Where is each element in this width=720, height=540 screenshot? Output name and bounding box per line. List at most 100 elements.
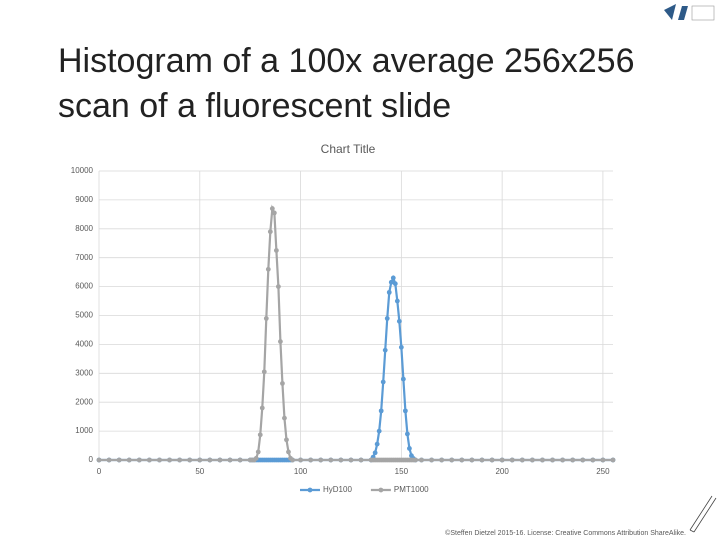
x-tick-label: 150 <box>395 467 409 476</box>
x-tick-label: 100 <box>294 467 308 476</box>
data-point <box>271 210 277 216</box>
data-point <box>280 381 285 386</box>
data-point <box>263 315 269 321</box>
data-point <box>136 457 142 463</box>
data-point <box>388 279 394 285</box>
data-point <box>469 457 475 463</box>
data-point <box>590 457 596 463</box>
legend-label: HyD100 <box>323 485 352 494</box>
data-point <box>610 457 616 463</box>
data-point <box>489 457 495 463</box>
data-point <box>580 457 586 463</box>
data-point <box>217 457 223 463</box>
data-point <box>378 408 384 414</box>
data-point <box>376 428 382 434</box>
data-point <box>253 455 259 461</box>
data-point <box>519 457 525 463</box>
data-point <box>439 457 445 463</box>
data-point <box>600 457 606 463</box>
data-point <box>187 457 193 463</box>
data-point <box>318 457 324 463</box>
data-point <box>392 281 398 287</box>
data-point <box>284 437 289 443</box>
data-point <box>419 457 424 463</box>
data-point <box>308 457 314 463</box>
data-point <box>540 457 545 463</box>
data-point <box>394 298 400 304</box>
y-tick-label: 8000 <box>75 224 93 233</box>
series-line <box>99 275 613 462</box>
data-point <box>449 457 455 463</box>
data-point <box>459 457 465 463</box>
data-point <box>560 457 566 463</box>
y-tick-label: 5000 <box>75 311 93 320</box>
y-tick-label: 2000 <box>75 397 93 406</box>
data-point <box>126 457 132 463</box>
footer: ©Steffen Dietzel 2015-16. License: Creat… <box>445 529 686 537</box>
data-point <box>146 457 152 463</box>
data-point <box>348 457 354 463</box>
data-point <box>237 457 243 463</box>
y-tick-label: 1000 <box>75 426 93 435</box>
data-point <box>207 457 213 463</box>
slide-title: Histogram of a 100x average 256x256 <box>58 42 634 80</box>
data-point <box>570 457 576 463</box>
data-point <box>227 457 233 463</box>
pipette-icon <box>689 495 717 533</box>
y-tick-label: 0 <box>89 455 94 464</box>
data-point <box>550 457 555 463</box>
data-point <box>396 318 402 324</box>
data-point <box>286 449 291 455</box>
data-point <box>499 457 505 463</box>
data-point <box>275 284 281 289</box>
y-tick-label: 7000 <box>75 253 93 262</box>
data-point <box>390 275 396 281</box>
chart-title: Chart Title <box>321 142 376 156</box>
data-point <box>374 441 380 447</box>
legend-marker <box>378 487 384 493</box>
data-point <box>479 457 485 463</box>
data-point <box>157 457 162 463</box>
data-point <box>413 457 418 463</box>
logo <box>664 4 715 21</box>
data-point <box>386 289 392 295</box>
x-tick-label: 0 <box>97 467 102 476</box>
data-point <box>106 457 112 463</box>
data-point <box>407 446 412 451</box>
data-point <box>529 457 535 463</box>
data-point <box>257 432 263 438</box>
data-point <box>405 431 410 437</box>
data-point <box>384 315 390 321</box>
x-tick-label: 250 <box>596 467 610 476</box>
y-tick-label: 10000 <box>71 166 94 175</box>
data-point <box>177 457 183 463</box>
y-tick-label: 9000 <box>75 195 93 204</box>
data-point <box>328 457 334 463</box>
data-point <box>96 457 102 463</box>
data-point <box>372 450 378 456</box>
data-point <box>400 376 406 382</box>
data-point <box>269 206 275 211</box>
data-point <box>255 449 261 455</box>
y-tick-label: 6000 <box>75 282 93 291</box>
data-point <box>167 457 172 463</box>
y-tick-label: 4000 <box>75 340 93 349</box>
data-point <box>380 379 386 385</box>
data-point <box>273 248 279 253</box>
x-tick-label: 200 <box>495 467 509 476</box>
data-point <box>261 369 267 375</box>
data-point <box>382 347 388 353</box>
data-point <box>282 415 287 421</box>
legend-label: PMT1000 <box>394 485 429 494</box>
data-point <box>290 457 295 463</box>
data-point <box>398 344 404 350</box>
data-point <box>265 266 271 272</box>
slide-title: scan of a fluorescent slide <box>58 87 451 125</box>
y-tick-label: 3000 <box>75 368 93 377</box>
data-point <box>429 457 434 463</box>
data-point <box>298 457 303 463</box>
data-point <box>197 457 203 463</box>
data-point <box>358 457 364 463</box>
data-point <box>278 339 283 344</box>
